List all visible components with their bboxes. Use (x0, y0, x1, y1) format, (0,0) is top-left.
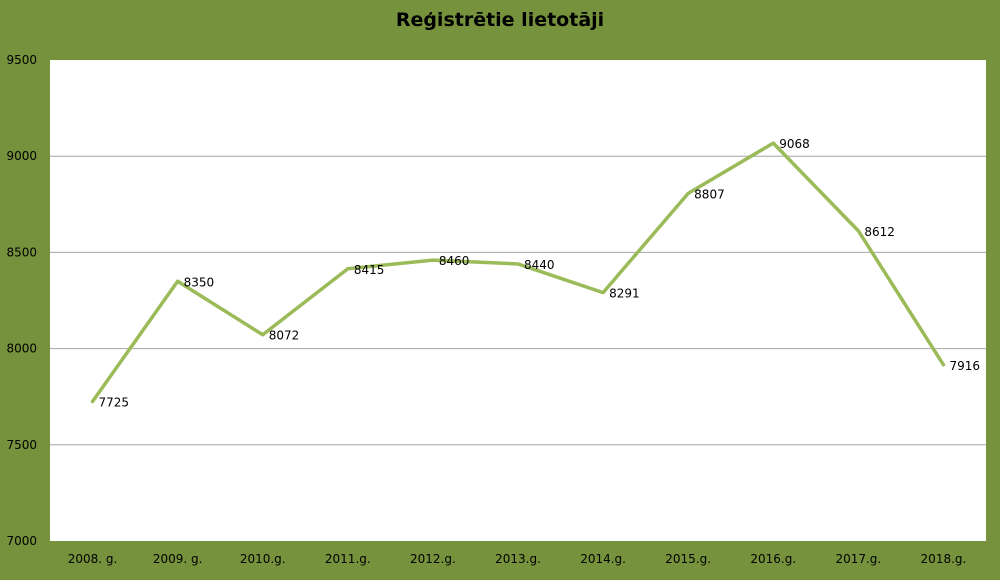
x-tick-label: 2015.g. (665, 552, 711, 566)
x-tick-label: 2009. g. (153, 552, 203, 566)
data-point (91, 400, 95, 404)
x-tick-label: 2017.g. (835, 552, 881, 566)
data-point (856, 229, 860, 233)
data-point (516, 262, 520, 266)
data-label: 7916 (949, 359, 980, 373)
y-tick-label: 9500 (6, 53, 37, 67)
y-tick-label: 8000 (6, 342, 37, 356)
series-line (90, 141, 946, 404)
chart-title: Reģistrētie lietotāji (395, 9, 605, 31)
data-point (431, 258, 435, 262)
data-point (176, 279, 180, 283)
data-point (601, 291, 605, 295)
data-label: 9068 (779, 137, 810, 151)
x-tick-label: 2013.g. (495, 552, 541, 566)
data-label: 8440 (524, 258, 555, 272)
x-tick-label: 2008. g. (68, 552, 118, 566)
data-label: 8291 (609, 287, 640, 301)
data-label: 8807 (694, 187, 725, 201)
data-label: 8072 (269, 329, 300, 343)
x-tick-label: 2012.g. (410, 552, 456, 566)
data-point (686, 191, 690, 195)
data-point (941, 363, 945, 367)
x-tick-label: 2011.g. (325, 552, 371, 566)
data-point (346, 267, 350, 271)
data-label: 7725 (99, 396, 130, 410)
y-tick-label: 7500 (6, 438, 37, 452)
x-tick-label: 2016.g. (750, 552, 796, 566)
x-tick-label: 2010.g. (240, 552, 286, 566)
data-point (261, 333, 265, 337)
y-tick-label: 9000 (6, 149, 37, 163)
data-point (771, 141, 775, 145)
y-tick-label: 8500 (6, 245, 37, 259)
x-tick-label: 2014.g. (580, 552, 626, 566)
data-label: 8612 (864, 225, 895, 239)
data-label: 8415 (354, 263, 385, 277)
x-tick-label: 2018.g. (921, 552, 967, 566)
data-label: 8460 (439, 254, 470, 268)
data-label: 8350 (184, 275, 215, 289)
y-tick-label: 7000 (6, 534, 37, 548)
